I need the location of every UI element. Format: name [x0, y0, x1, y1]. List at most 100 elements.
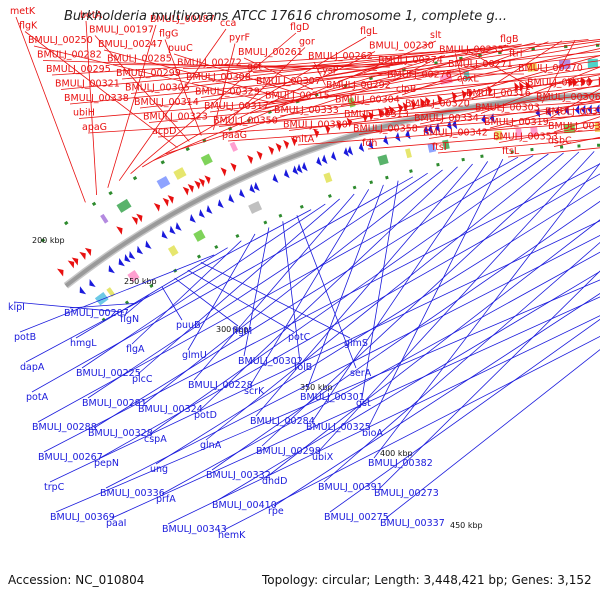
- forward-gene-leader: [489, 98, 600, 129]
- forward-gene-arrow: [194, 180, 201, 190]
- forward-gene-leader: [468, 50, 534, 89]
- reverse-gene-arrow: [368, 139, 374, 150]
- reverse-gene-leader: [75, 247, 228, 339]
- forward-gene-leader: [107, 24, 157, 188]
- forward-gene-label: BMULJ_00308: [186, 72, 251, 83]
- forward-gene-label: BMULJ_00313: [344, 109, 409, 120]
- reverse-gene-arrow: [206, 205, 213, 214]
- forward-gene-arrow: [204, 175, 211, 185]
- reverse-gene-label: BMULJ_00267: [38, 452, 103, 463]
- forward-gene-leader: [349, 74, 600, 121]
- reverse-gene-leader: [187, 269, 295, 333]
- feature-tick: [267, 109, 272, 114]
- reverse-gene-label: BMULJ_00382: [368, 458, 433, 469]
- feature-tick: [185, 146, 190, 152]
- scale-label: 350 kbp: [300, 383, 333, 392]
- forward-gene-arrow: [57, 268, 64, 277]
- forward-cog-block: [527, 62, 538, 73]
- reverse-gene-label: BMULJ_00332: [206, 470, 271, 481]
- forward-gene-label: BMULJ_00315: [265, 91, 330, 102]
- feature-tick: [278, 213, 283, 218]
- reverse-gene-label: cspA: [144, 434, 167, 445]
- forward-gene-arrow: [268, 146, 274, 156]
- reverse-gene-arrow: [189, 214, 196, 223]
- reverse-gene-label: BMULJ_00391: [318, 482, 383, 493]
- forward-gene-leader: [51, 48, 482, 76]
- reverse-gene-label: plcC: [132, 374, 153, 385]
- forward-gene-arrow: [346, 117, 353, 128]
- forward-gene-leader: [358, 101, 600, 135]
- forward-gene-arrow: [290, 137, 297, 147]
- forward-gene-leader: [471, 40, 563, 100]
- forward-gene-label: BMULJ_00317: [204, 101, 269, 112]
- forward-gene-arrow: [580, 76, 586, 87]
- forward-gene-label: slt: [430, 30, 442, 41]
- reverse-cog-block: [323, 172, 333, 183]
- forward-gene-label: BMULJ_00340: [548, 121, 600, 132]
- reverse-gene-label: rpe: [268, 506, 284, 517]
- reverse-gene-label: BMULJ_00369: [50, 512, 115, 523]
- feature-tick: [369, 180, 374, 185]
- reverse-gene-leader: [273, 293, 600, 507]
- reverse-gene-leader: [317, 151, 595, 453]
- forward-gene-label: BMULJ_00274: [378, 55, 443, 66]
- reverse-gene-arrow: [292, 165, 299, 175]
- reverse-gene-label: BMULJ_00343: [162, 524, 227, 535]
- feature-tick: [459, 56, 463, 61]
- reverse-gene-arrow: [169, 225, 176, 235]
- forward-gene-arrow: [256, 150, 263, 161]
- forward-gene-leader: [541, 39, 576, 104]
- reverse-gene-leader: [93, 155, 534, 429]
- reverse-gene-label: flgM: [232, 326, 252, 337]
- reverse-gene-arrow: [347, 145, 354, 156]
- reverse-gene-leader: [137, 198, 340, 375]
- reverse-gene-arrow: [124, 254, 131, 263]
- forward-gene-label: BMULJ_00299: [116, 68, 181, 79]
- feature-tick: [196, 254, 202, 259]
- forward-gene-label: BMULJ_00353: [493, 132, 558, 143]
- forward-gene-label: flgD: [290, 22, 309, 33]
- reverse-cog-block: [494, 130, 503, 141]
- feature-tick: [101, 317, 106, 322]
- reverse-gene-arrow: [217, 199, 224, 209]
- reverse-gene-arrow: [383, 135, 389, 145]
- reverse-gene-label: BMULJ_00325: [306, 422, 371, 433]
- reverse-gene-label: kipI: [8, 302, 25, 313]
- reverse-gene-leader: [167, 315, 600, 525]
- reverse-gene-label: serA: [350, 368, 372, 379]
- reverse-gene-leader: [255, 163, 473, 417]
- forward-gene-label: BMULJ_00319: [484, 117, 549, 128]
- forward-gene-arrow: [467, 88, 473, 99]
- forward-cog-block: [116, 198, 132, 213]
- reverse-gene-label: BMULJ_00301: [300, 392, 365, 403]
- forward-gene-label: flgK: [19, 21, 38, 32]
- feature-tick: [368, 76, 373, 81]
- forward-cog-block: [463, 70, 471, 81]
- reverse-gene-arrow: [435, 122, 441, 133]
- forward-gene-leader: [78, 73, 600, 119]
- forward-gene-arrow: [397, 103, 404, 113]
- forward-gene-arrow: [514, 82, 520, 92]
- reverse-gene-label: BMULJ_00328: [88, 428, 153, 439]
- forward-gene-leader: [480, 66, 600, 114]
- forward-cog-block: [100, 213, 109, 224]
- forward-gene-label: BMULJ_00329: [195, 87, 260, 98]
- reverse-gene-label: BMULJ_00228: [188, 380, 253, 391]
- feature-tick: [327, 194, 332, 198]
- forward-gene-leader: [252, 60, 417, 73]
- forward-gene-arrow: [362, 112, 368, 123]
- reverse-gene-arrow: [296, 163, 303, 174]
- feature-tick: [227, 126, 233, 131]
- forward-gene-label: BMULJ_00330: [283, 120, 348, 131]
- reverse-gene-leader: [311, 161, 489, 423]
- forward-gene-arrow: [84, 247, 92, 256]
- reverse-gene-label: glmU: [182, 350, 207, 361]
- reverse-gene-leader: [282, 221, 301, 363]
- forward-gene-label: gst: [247, 62, 262, 73]
- reverse-gene-arrow: [331, 151, 337, 161]
- forward-gene-arrow: [162, 197, 169, 207]
- forward-gene-leader: [367, 129, 600, 150]
- reverse-gene-leader: [87, 172, 428, 399]
- forward-gene-leader: [218, 85, 600, 127]
- forward-gene-leader: [507, 147, 600, 158]
